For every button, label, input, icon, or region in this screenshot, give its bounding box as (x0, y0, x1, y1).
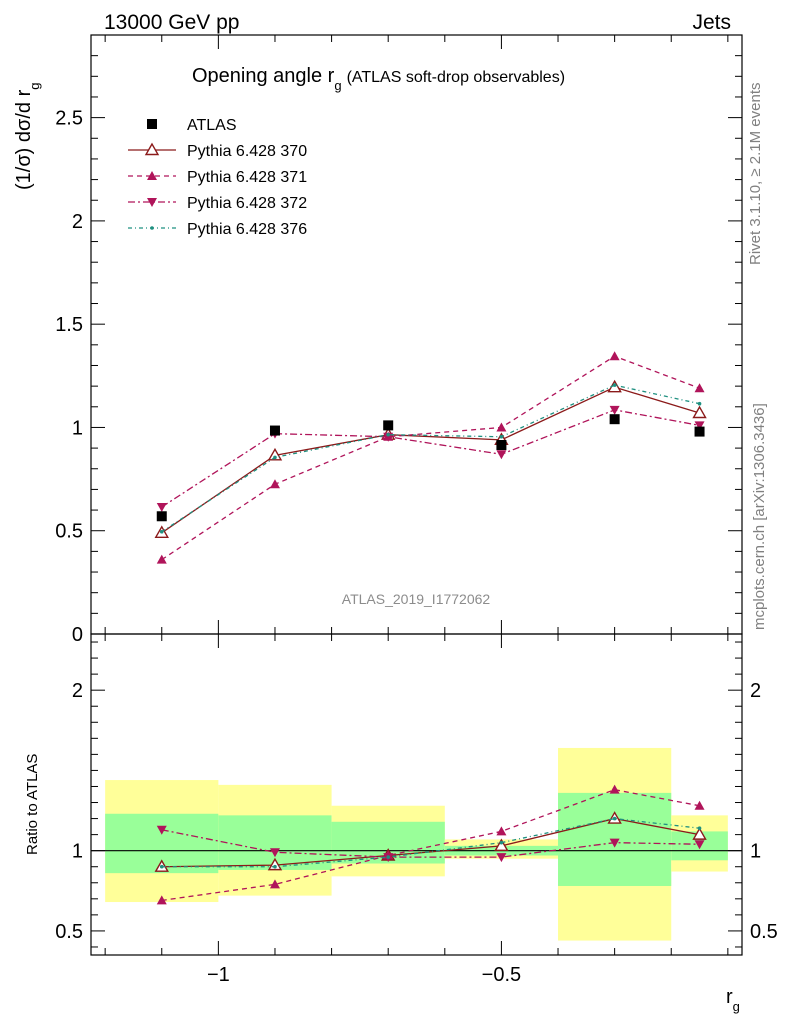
data-point (269, 425, 280, 436)
ratio-y-tick-label: 0.5 (55, 921, 83, 943)
ratio-frame (90, 633, 743, 956)
ratio-marker-3 (386, 855, 390, 859)
y-tick-label: 0.5 (55, 521, 83, 543)
legend-marker-4 (150, 226, 154, 230)
data-point (694, 426, 705, 437)
ratio-marker-3 (499, 840, 504, 845)
series-marker-0 (692, 405, 707, 419)
ratio-y-tick-label-right: 0.5 (750, 921, 778, 943)
ratio-uncertainty-bands (105, 747, 728, 941)
ratio-marker-0 (692, 827, 707, 840)
y-tick-label: 0 (72, 624, 83, 646)
series-marker-1 (156, 554, 167, 564)
xlabel-text: r (726, 986, 733, 1008)
chart-title-suffix: (ATLAS soft-drop observables) (347, 69, 565, 86)
series-marker-0 (267, 447, 283, 461)
ratio-panel: −1 −0.5 0.5 0.5 1 1 2 2 (55, 633, 778, 986)
legend-marker-1 (144, 142, 160, 156)
ratio-marker-3 (273, 864, 277, 869)
series-marker-3 (386, 432, 390, 437)
series-marker-3 (697, 401, 702, 406)
header-left: 13000 GeV pp (104, 11, 239, 34)
ratio-marker-1 (496, 826, 507, 836)
y-tick-label: 2.5 (55, 108, 83, 130)
series-marker-2 (156, 502, 167, 512)
x-tick-label: −1 (207, 964, 230, 986)
ratio-marker-3 (697, 826, 702, 831)
legend-label-4: Pythia 6.428 376 (187, 221, 307, 238)
main-panel: 0 0.5 1 1.5 2 2.5 (55, 34, 743, 646)
series-line-2 (161, 409, 700, 508)
series-marker-3 (273, 455, 277, 460)
data-point (156, 511, 167, 522)
series-marker-3 (499, 434, 504, 439)
ratio-y-tick-label: 1 (72, 841, 83, 863)
xlabel-sub: g (733, 999, 740, 1014)
data-point (383, 420, 394, 431)
ratio-marker-3 (159, 864, 164, 869)
analysis-watermark: ATLAS_2019_I1772062 (342, 591, 491, 607)
y-tick-label: 1 (72, 417, 83, 439)
ratio-marker-2 (156, 825, 167, 835)
ratio-marker-3 (612, 816, 617, 821)
data-point (496, 440, 507, 451)
ratio-marker-2 (269, 848, 280, 858)
ratio-y-tick-label-right: 2 (750, 680, 761, 702)
main-ylabel: (1/σ) dσ/d rg (13, 83, 42, 191)
series-marker-1 (496, 422, 507, 432)
y-tick-label: 2 (72, 211, 83, 233)
series-marker-2 (609, 405, 620, 415)
legend-marker-3 (147, 198, 157, 207)
main-ylabel-text: (1/σ) dσ/d r (13, 89, 35, 190)
legend-marker-0 (147, 119, 157, 129)
series-marker-1 (609, 351, 620, 361)
series-marker-2 (694, 421, 705, 431)
legend-label-2: Pythia 6.428 371 (187, 169, 307, 186)
legend-label-0: ATLAS (187, 117, 237, 134)
legend-marker-2 (147, 171, 157, 180)
main-ylabel-sub: g (27, 83, 42, 90)
ratio-line-2 (161, 829, 700, 858)
chart-title: Opening angle rg (ATLAS soft-drop observa… (192, 65, 565, 93)
series-marker-1 (269, 479, 280, 489)
series-marker-1 (694, 383, 705, 393)
ratio-marker-0 (494, 838, 509, 852)
ratio-marker-2 (609, 838, 620, 848)
ratio-y-tick-label: 2 (72, 680, 83, 702)
x-tick-label: −0.5 (482, 964, 521, 986)
legend: ATLAS Pythia 6.428 370 Pythia 6.428 371 Pyt… (128, 117, 307, 238)
xlabel: rg (726, 986, 740, 1014)
rivet-label: Rivet 3.1.10, ≥ 2.1M events (747, 83, 764, 266)
chart-title-sub: g (334, 78, 341, 93)
ratio-marker-2 (694, 840, 705, 850)
ratio-marker-1 (609, 784, 620, 794)
series-line-1 (161, 355, 700, 561)
ratio-marker-1 (269, 879, 280, 889)
ratio-marker-1 (156, 895, 167, 905)
data-point (609, 414, 620, 425)
ratio-ylabel: Ratio to ATLAS (24, 754, 41, 855)
y-tick-label: 1.5 (55, 314, 83, 336)
mcplots-label: mcplots.cern.ch [arXiv:1306.3436] (751, 403, 768, 630)
ratio-marker-1 (694, 800, 705, 810)
ratio-line-1 (161, 789, 700, 902)
ratio-line-0 (161, 817, 700, 868)
ratio-marker-2 (496, 853, 507, 863)
header-right: Jets (692, 11, 731, 34)
series-marker-2 (496, 450, 507, 460)
chart-title-main: Opening angle r (192, 65, 335, 87)
series-marker-3 (159, 529, 164, 534)
series-line-0 (161, 386, 700, 534)
legend-label-3: Pythia 6.428 372 (187, 195, 307, 212)
ratio-y-tick-label-right: 1 (750, 841, 761, 863)
series-line-3 (161, 384, 700, 533)
series-marker-3 (612, 383, 617, 387)
legend-label-1: Pythia 6.428 370 (187, 143, 307, 160)
